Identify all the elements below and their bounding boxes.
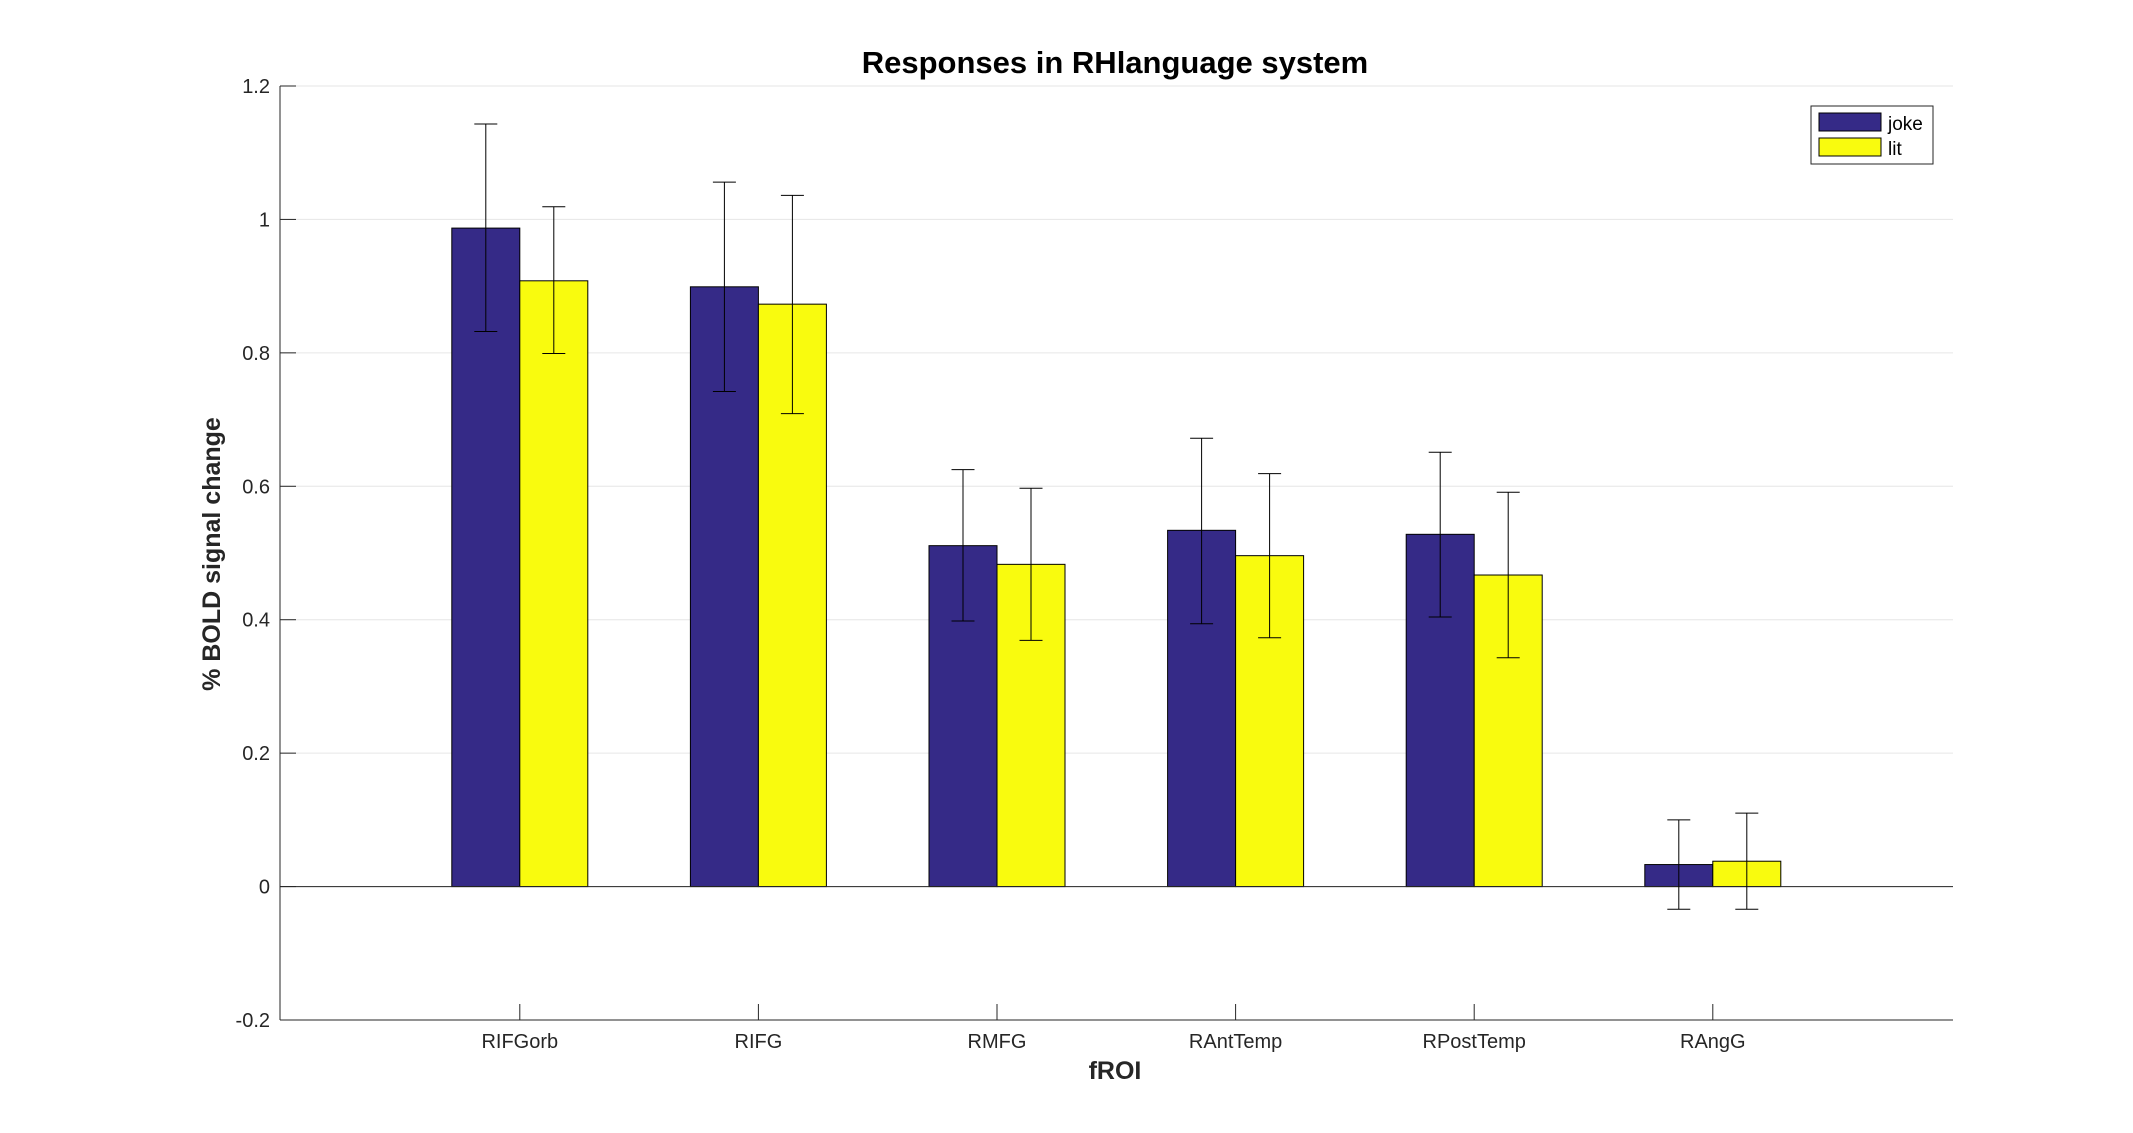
error-bar-lit-RIFGorb: [542, 206, 566, 355]
y-tick-label: 0.2: [242, 743, 270, 765]
error-bar-lit-RAngG: [1735, 812, 1759, 910]
legend-swatch-lit: [1818, 137, 1882, 157]
error-bar-joke-RAntTemp: [1190, 437, 1214, 625]
legend-label-joke: joke: [1887, 114, 1923, 135]
bar-joke-RIFGorb: [451, 227, 521, 888]
y-tick-label: 0: [259, 877, 270, 899]
chart-title: Responses in RHlanguage system: [862, 45, 1369, 80]
y-tick-label: 0.8: [242, 343, 270, 365]
y-tick-label: 1.2: [242, 76, 270, 98]
error-bar-joke-RAngG: [1667, 819, 1691, 910]
legend-label-lit: lit: [1888, 139, 1902, 160]
x-tick-label-RMFG: RMFG: [968, 1031, 1027, 1053]
error-bar-lit-RMFG: [1019, 487, 1043, 641]
tick-labels: -0.2 0 0.2 0.4 0.6 0.8 1 1.2 RIFGorb RIFG RMFG RAnt…: [236, 76, 1746, 1053]
x-tick-label-RAntTemp: RAntTemp: [1189, 1031, 1282, 1053]
legend: joke lit: [1810, 105, 1934, 165]
axes: [279, 85, 1953, 1021]
y-tick-label: 0.4: [242, 610, 270, 632]
error-bar-lit-RIFG: [780, 194, 804, 415]
error-bar-lit-RAntTemp: [1258, 473, 1282, 639]
y-tick-label: 1: [259, 209, 270, 231]
x-tick-label-RAngG: RAngG: [1680, 1031, 1746, 1053]
y-tick-label: -0.2: [236, 1010, 270, 1032]
x-tick-label-RPostTemp: RPostTemp: [1423, 1031, 1526, 1053]
y-axis-title: % BOLD signal change: [198, 417, 226, 691]
x-tick-label-RIFG: RIFG: [735, 1031, 783, 1053]
y-tick-label: 0.6: [242, 476, 270, 498]
error-bars: [474, 123, 1759, 910]
error-bar-joke-RPostTemp: [1428, 451, 1452, 618]
bar-lit-RIFGorb: [519, 280, 589, 888]
error-bar-joke-RMFG: [951, 469, 975, 622]
error-bar-joke-RIFG: [712, 181, 736, 393]
x-axis-title: fROI: [1089, 1057, 1142, 1085]
error-bar-joke-RIFGorb: [474, 123, 498, 333]
legend-swatch-joke: [1818, 112, 1882, 132]
error-bar-lit-RPostTemp: [1496, 491, 1520, 659]
x-tick-label-RIFGorb: RIFGorb: [481, 1031, 558, 1053]
